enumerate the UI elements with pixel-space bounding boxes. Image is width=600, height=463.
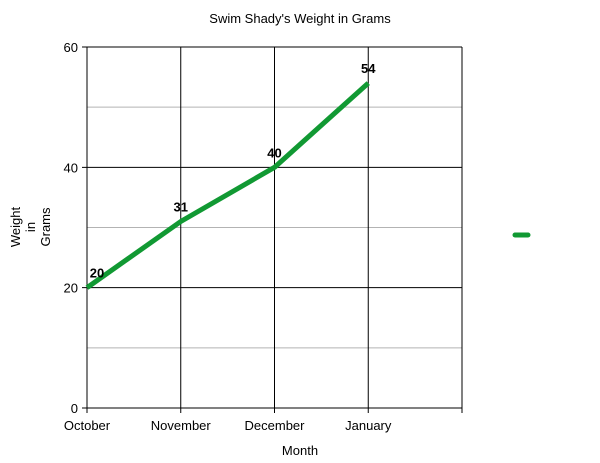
x-tick-labels: October November December January (64, 418, 392, 433)
x-tick-label: January (345, 418, 392, 433)
data-label: 54 (361, 61, 376, 76)
series-line (85, 81, 370, 290)
y-tick-label: 0 (71, 401, 78, 416)
y-tick-labels: 0 20 40 60 (64, 40, 78, 416)
y-tick-label: 20 (64, 281, 78, 296)
y-axis-label-line-2: in (23, 222, 38, 232)
vertical-gridlines (86, 47, 463, 413)
chart-title: Swim Shady's Weight in Grams (209, 11, 391, 26)
y-axis-label: Weight in Grams (8, 207, 53, 248)
x-tick-label: November (151, 418, 212, 433)
x-tick-label: October (64, 418, 111, 433)
y-axis-label-line-3: Grams (38, 207, 53, 247)
x-tick-label: December (245, 418, 306, 433)
data-label: 40 (267, 145, 281, 160)
y-axis-label-line-1: Weight (8, 207, 23, 248)
y-tick-label: 60 (64, 40, 78, 55)
x-axis-label: Month (282, 443, 318, 458)
y-tick-label: 40 (64, 160, 78, 175)
data-label: 31 (174, 199, 188, 214)
data-label: 20 (90, 266, 104, 281)
series-lines (85, 81, 370, 290)
data-labels: 20 31 40 54 (90, 61, 376, 281)
